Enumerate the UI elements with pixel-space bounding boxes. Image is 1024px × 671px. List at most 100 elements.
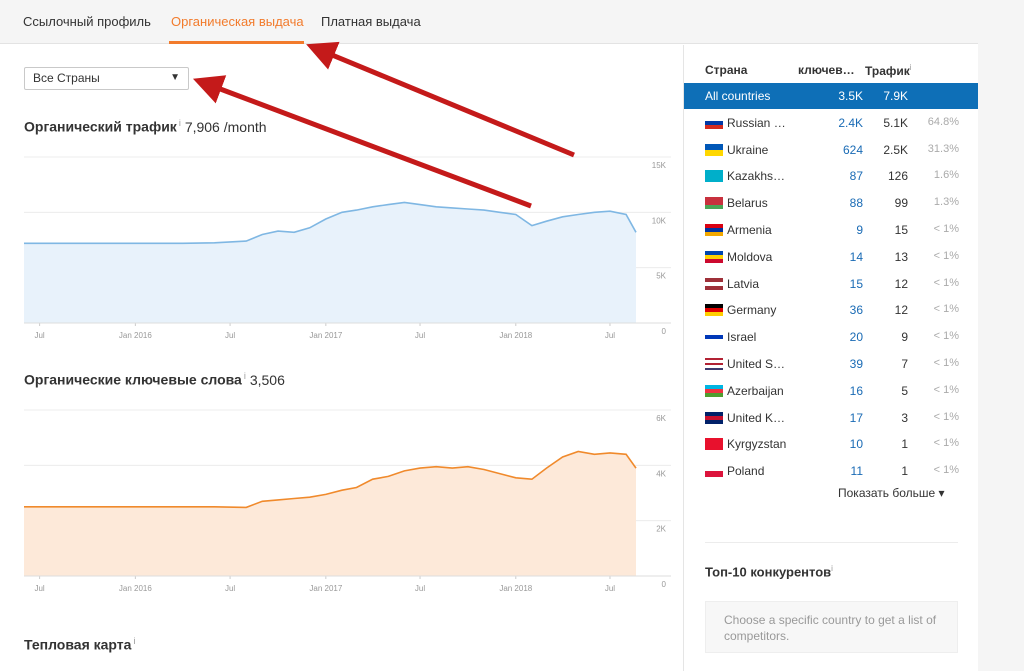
y-tick-label: 10K	[652, 216, 667, 225]
chevron-down-icon: ▼	[170, 72, 180, 83]
keywords-count[interactable]: 17	[849, 410, 863, 425]
traffic-share: < 1%	[933, 303, 959, 316]
info-icon[interactable]: i	[243, 371, 246, 381]
x-tick-label: Jul	[225, 584, 235, 593]
x-tick-label: Jan 2016	[119, 331, 152, 340]
country-select-value: Все Страны	[33, 71, 100, 85]
traffic-value: 15	[894, 223, 908, 237]
country-name: Ukraine	[727, 142, 769, 157]
traffic-share: 31.3%	[927, 142, 959, 155]
country-select[interactable]: Все Страны ▼	[24, 67, 189, 90]
country-row[interactable]: Latvia 15 12 < 1%	[684, 271, 978, 297]
country-name: Poland	[727, 464, 765, 479]
keywords-chart: 6K 4K 2K 0 Jul Jan 2016 Jul Jan 2017 Jul Jan 2018…	[24, 409, 674, 600]
keywords-count[interactable]: 14	[849, 249, 863, 264]
x-tick-label: Jul	[34, 331, 44, 340]
country-name: Moldova	[727, 249, 773, 264]
info-icon[interactable]: i	[178, 118, 181, 128]
traffic-value: 12	[894, 276, 908, 291]
country-name: United K…	[727, 410, 786, 425]
flag-icon	[705, 197, 723, 210]
main-panel: Все Страны ▼ Органический трафик i 7,906 /…	[0, 45, 682, 671]
traffic-share: < 1%	[933, 410, 959, 423]
x-tick-label: Jul	[225, 331, 235, 340]
keywords-title: Органические ключевые слова i 3,506	[24, 371, 285, 388]
traffic-value: 1	[901, 437, 908, 452]
traffic-share: < 1%	[933, 464, 959, 477]
traffic-chart: 15K 10K 5K 0 Jul Jan 2016 Jul Jan 2017 Jul Jan 20…	[24, 156, 674, 347]
country-name: All countries	[705, 89, 771, 103]
x-tick-label: Jul	[34, 584, 44, 593]
show-more-link[interactable]: Показать больше ▾	[838, 486, 945, 500]
flag-icon	[705, 224, 723, 236]
info-icon[interactable]: i	[831, 564, 833, 573]
series-line[interactable]	[24, 450, 637, 509]
y-tick-label: 4K	[656, 469, 666, 478]
header-keywords[interactable]: ключев…	[798, 63, 855, 77]
country-row[interactable]: Moldova 14 13 < 1%	[684, 244, 978, 270]
traffic-value: 12	[894, 303, 908, 318]
keywords-title-text: Органические ключевые слова	[24, 371, 242, 388]
y-tick-label: 15K	[652, 161, 667, 170]
country-row[interactable]: United K… 17 3 < 1%	[684, 405, 978, 431]
country-row[interactable]: Germany 36 12 < 1%	[684, 297, 978, 323]
keywords-count[interactable]: 15	[849, 276, 863, 291]
keywords-count[interactable]: 20	[849, 330, 863, 345]
info-icon[interactable]: i	[133, 636, 136, 646]
header-country[interactable]: Страна	[705, 63, 748, 77]
keywords-count[interactable]: 10	[849, 437, 863, 452]
traffic-share: 1.6%	[933, 169, 959, 182]
x-tick-label: Jul	[415, 584, 425, 593]
country-row[interactable]: Azerbaijan 16 5 < 1%	[684, 378, 978, 404]
header-traffic[interactable]: Трафикi	[865, 63, 912, 78]
traffic-value: 5	[901, 383, 908, 398]
traffic-share: < 1%	[933, 437, 959, 450]
tab-paid-search[interactable]: Платная выдача	[321, 14, 421, 29]
traffic-value: 3	[901, 410, 908, 425]
keywords-count[interactable]: 16	[849, 383, 863, 398]
traffic-chart-svg: 15K 10K 5K 0 Jul Jan 2016 Jul Jan 2017 Jul Jan 20…	[24, 156, 671, 340]
flag-icon	[705, 358, 723, 370]
traffic-share: 1.3%	[933, 196, 959, 209]
keywords-count[interactable]: 3.5K	[838, 89, 863, 103]
traffic-share: 64.8%	[927, 115, 959, 128]
y-tick-label: 2K	[656, 525, 666, 534]
country-row[interactable]: Armenia 9 15 < 1%	[684, 217, 978, 243]
traffic-value: 7	[901, 357, 908, 371]
country-row[interactable]: Poland 11 1 < 1%	[684, 458, 978, 484]
y-tick-label: 0	[662, 327, 667, 336]
country-row[interactable]: All countries 3.5K 7.9K	[684, 83, 978, 109]
traffic-share: < 1%	[933, 330, 959, 343]
traffic-value: 99	[894, 196, 908, 211]
keywords-count[interactable]: 11	[850, 464, 863, 479]
keywords-count[interactable]: 36	[849, 303, 863, 318]
heatmap-title-text: Тепловая карта	[24, 636, 132, 653]
keywords-count[interactable]: 624	[842, 142, 863, 157]
country-row[interactable]: Israel 20 9 < 1%	[684, 324, 978, 350]
country-row[interactable]: Kazakhs… 87 126 1.6%	[684, 163, 978, 189]
keywords-count[interactable]: 88	[849, 196, 863, 211]
traffic-value: 2.5K	[883, 142, 908, 157]
country-name: Kyrgyzstan	[727, 437, 787, 452]
keywords-count[interactable]: 87	[849, 169, 863, 184]
country-row[interactable]: United S… 39 7 < 1%	[684, 351, 978, 377]
tab-backlink-profile[interactable]: Ссылочный профиль	[23, 14, 151, 29]
keywords-count[interactable]: 9	[856, 223, 863, 237]
page-margin	[978, 0, 1024, 671]
tab-organic-search[interactable]: Органическая выдача	[171, 14, 304, 29]
keywords-chart-svg: 6K 4K 2K 0 Jul Jan 2016 Jul Jan 2017 Jul Jan 2018…	[24, 409, 671, 593]
flag-icon	[705, 331, 723, 344]
y-tick-label: 0	[662, 580, 667, 589]
flag-icon	[705, 465, 723, 478]
keywords-count[interactable]: 2.4K	[838, 115, 863, 130]
country-row[interactable]: Ukraine 624 2.5K 31.3%	[684, 137, 978, 163]
traffic-value: 13	[894, 249, 908, 264]
country-row[interactable]: Russian … 2.4K 5.1K 64.8%	[684, 110, 978, 136]
country-name: Kazakhs…	[727, 169, 786, 184]
divider	[705, 542, 958, 543]
header-traffic-label: Трафик	[865, 64, 910, 78]
keywords-count[interactable]: 39	[849, 357, 863, 371]
heatmap-title: Тепловая карта i	[24, 636, 135, 653]
country-row[interactable]: Kyrgyzstan 10 1 < 1%	[684, 431, 978, 457]
country-row[interactable]: Belarus 88 99 1.3%	[684, 190, 978, 216]
